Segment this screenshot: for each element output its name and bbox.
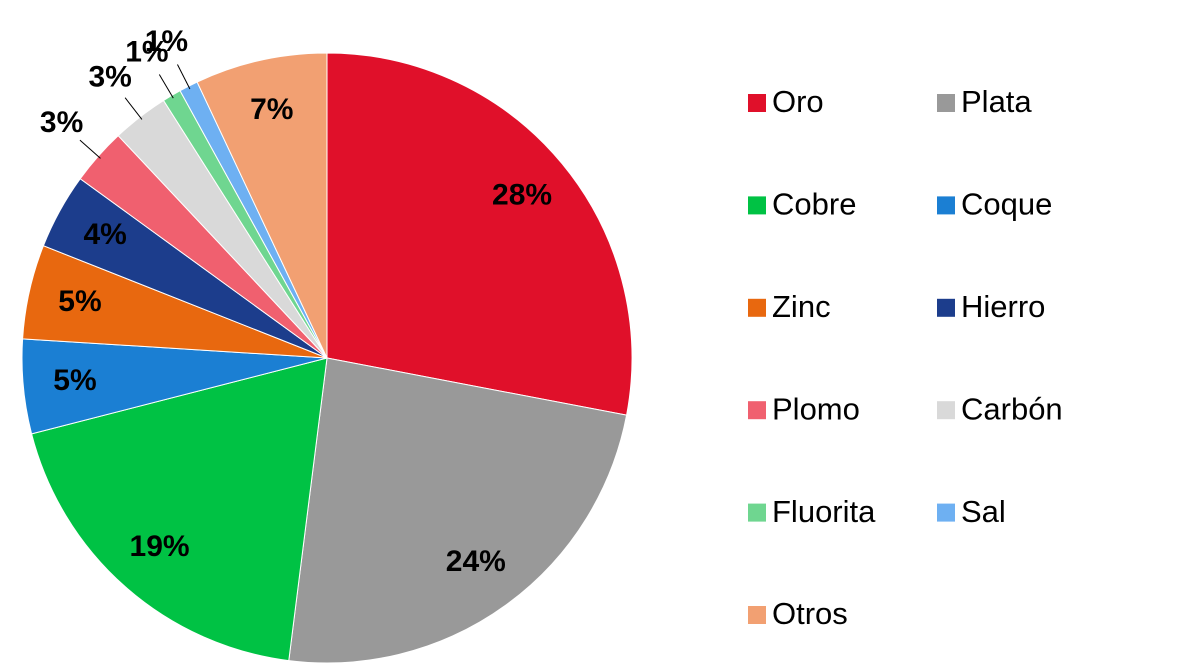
data-label: 3% bbox=[88, 60, 131, 93]
data-label-unit: % bbox=[70, 364, 97, 397]
data-label: 4% bbox=[83, 218, 126, 251]
leader-line bbox=[177, 64, 191, 90]
legend-label: Oro bbox=[772, 84, 824, 119]
legend-label: Coque bbox=[961, 187, 1052, 222]
data-label-value: 5 bbox=[53, 364, 70, 397]
data-label-value: 4 bbox=[83, 218, 100, 251]
leader-line bbox=[79, 139, 101, 159]
data-label-value: 1 bbox=[145, 25, 162, 58]
data-label-unit: % bbox=[75, 285, 102, 318]
legend-swatch bbox=[748, 94, 766, 112]
data-label-value: 1 bbox=[125, 35, 142, 68]
leader-line bbox=[124, 97, 143, 120]
data-label-unit: % bbox=[100, 218, 127, 251]
legend-label: Sal bbox=[961, 494, 1006, 529]
legend-label: Plomo bbox=[772, 391, 860, 426]
data-label-unit: % bbox=[57, 106, 84, 139]
legend-swatch bbox=[937, 196, 955, 215]
data-label: 1% bbox=[125, 35, 168, 68]
pie-slice bbox=[196, 52, 328, 359]
pie-slice bbox=[288, 357, 628, 664]
leader-line bbox=[158, 74, 174, 99]
data-label-value: 28 bbox=[492, 179, 525, 212]
legend-label: Plata bbox=[961, 84, 1032, 119]
data-label: 24% bbox=[446, 545, 506, 578]
data-label-unit: % bbox=[142, 35, 169, 68]
legend-swatch bbox=[937, 401, 955, 420]
data-label-value: 24 bbox=[446, 545, 480, 578]
legend-swatch bbox=[748, 196, 766, 215]
data-label: 19% bbox=[130, 530, 190, 563]
data-label-unit: % bbox=[105, 60, 132, 93]
data-label: 1% bbox=[145, 25, 188, 58]
legend-label: Otros bbox=[772, 596, 848, 631]
data-label-unit: % bbox=[161, 25, 188, 58]
legend-swatch bbox=[748, 606, 766, 624]
data-label-value: 3 bbox=[88, 60, 105, 93]
data-label-unit: % bbox=[163, 530, 190, 563]
legend-label: Hierro bbox=[961, 289, 1045, 324]
legend-label: Fluorita bbox=[772, 494, 876, 529]
legend-swatch bbox=[937, 298, 955, 317]
data-label: 7% bbox=[250, 93, 293, 126]
data-label: 28% bbox=[492, 179, 552, 212]
pie-slice bbox=[326, 52, 633, 416]
legend-label: Zinc bbox=[772, 289, 831, 324]
legend-swatch bbox=[937, 94, 955, 112]
legend-label: Cobre bbox=[772, 187, 856, 222]
legend-label: Carbón bbox=[961, 391, 1063, 426]
legend-swatch bbox=[937, 503, 955, 522]
data-label-value: 3 bbox=[40, 106, 57, 139]
legend-swatch bbox=[748, 401, 766, 420]
data-label-value: 7 bbox=[250, 93, 267, 126]
data-label: 5% bbox=[53, 364, 96, 397]
data-label-unit: % bbox=[267, 93, 294, 126]
pie-slice bbox=[30, 357, 328, 662]
data-label-unit: % bbox=[479, 545, 506, 578]
legend-swatch bbox=[748, 503, 766, 522]
data-label: 5% bbox=[58, 285, 101, 318]
data-label-unit: % bbox=[525, 179, 552, 212]
data-label: 3% bbox=[40, 106, 83, 139]
data-label-value: 5 bbox=[58, 285, 75, 318]
data-label-value: 19 bbox=[130, 530, 163, 563]
legend-swatch bbox=[748, 298, 766, 317]
